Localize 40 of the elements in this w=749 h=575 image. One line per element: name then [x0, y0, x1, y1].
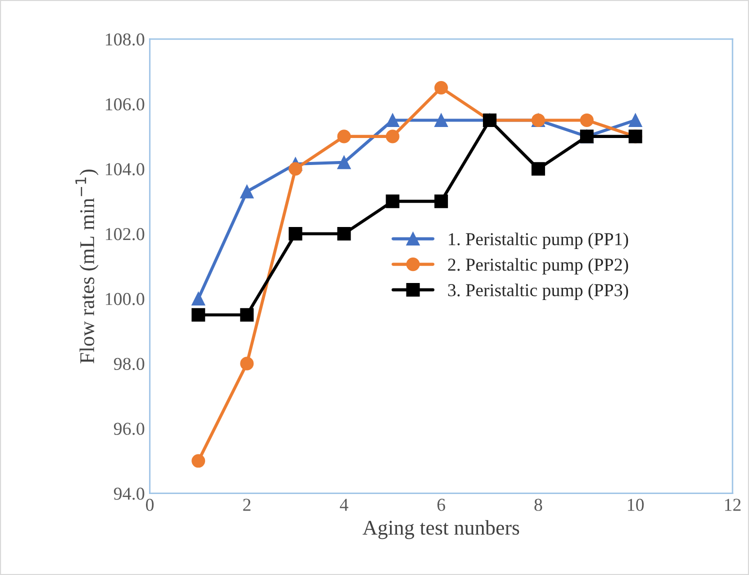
- y-tick-label: 102.0: [106, 228, 144, 240]
- legend-label: 1. Peristaltic pump (PP1): [448, 232, 628, 249]
- point: [434, 194, 448, 208]
- x-tick-label: 8: [534, 498, 542, 511]
- point: [288, 227, 302, 241]
- x-tick-label: 4: [340, 498, 348, 511]
- y-tick-label: 100.0: [106, 292, 144, 306]
- point: [337, 156, 351, 170]
- point: [386, 113, 400, 127]
- y-tick-label: 108.0: [106, 33, 144, 46]
- x-tick-label: 10: [628, 498, 644, 511]
- point: [240, 184, 254, 198]
- point: [240, 308, 254, 322]
- y-tick-label: 94.0: [114, 488, 144, 500]
- y-tick-label: 96.0: [114, 422, 144, 435]
- point: [337, 130, 351, 144]
- x-tick-label: 2: [243, 498, 250, 511]
- y-axis-title: Flow rates (mL min$^{−1}$): [75, 170, 98, 364]
- y-tick-label: 104.0: [106, 163, 144, 176]
- point: [580, 113, 594, 127]
- point: [192, 308, 206, 322]
- x-axis-title: Aging test nunbers: [362, 520, 520, 540]
- legend-label: 2. Peristaltic pump (PP2): [448, 258, 628, 274]
- point: [192, 292, 206, 306]
- point: [434, 81, 448, 95]
- x-tick-label: 6: [437, 498, 446, 511]
- x-tick-label: 0: [146, 498, 154, 511]
- point: [192, 454, 206, 468]
- point: [240, 356, 254, 370]
- y-tick-label: 106.0: [106, 98, 144, 111]
- point: [434, 113, 448, 127]
- x-tick-label: 12: [725, 498, 741, 511]
- point: [386, 194, 400, 208]
- point: [628, 113, 642, 127]
- legend-label: 3. Peristaltic pump (PP3): [448, 284, 628, 300]
- y-tick-label: 98.0: [114, 358, 144, 370]
- point: [337, 227, 351, 241]
- point: [386, 130, 400, 144]
- point: [532, 162, 546, 176]
- point: [288, 162, 302, 176]
